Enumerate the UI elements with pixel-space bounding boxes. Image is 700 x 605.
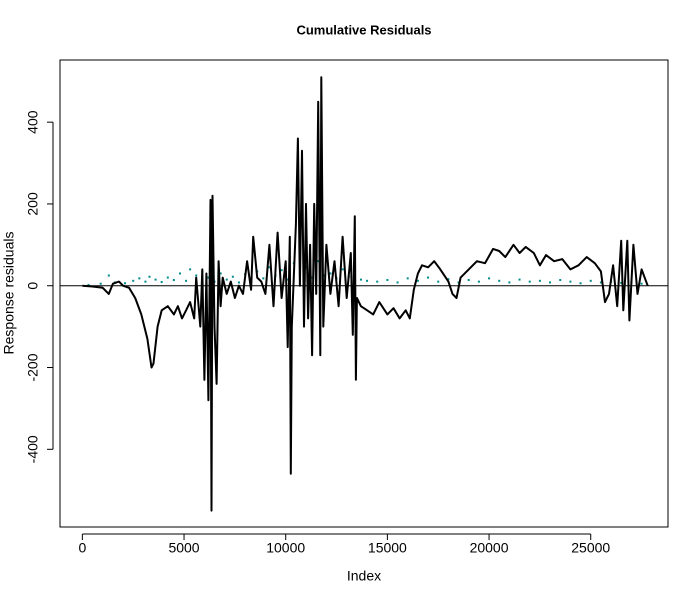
- residual-point: [508, 281, 511, 284]
- residual-point: [359, 278, 362, 281]
- residual-point: [376, 280, 379, 283]
- plot-frame: [59, 59, 669, 528]
- residual-point: [447, 278, 450, 281]
- chart-title: Cumulative Residuals: [296, 22, 431, 37]
- residual-point: [549, 281, 552, 284]
- residual-point: [559, 279, 562, 282]
- residual-point: [172, 279, 175, 282]
- x-tick-label: 5000: [168, 540, 199, 556]
- y-tick-label: 200: [25, 192, 41, 216]
- residual-point: [99, 282, 102, 285]
- residual-point: [132, 279, 135, 282]
- residual-point: [231, 275, 234, 278]
- residual-point: [341, 268, 344, 271]
- residual-point: [317, 260, 320, 263]
- residual-point: [477, 280, 480, 283]
- y-tick-label: -400: [25, 435, 41, 463]
- residual-point: [589, 279, 592, 282]
- residual-point: [286, 278, 289, 281]
- residual-point: [416, 279, 419, 282]
- residual-point: [195, 274, 198, 277]
- residual-point: [366, 279, 369, 282]
- residual-point: [138, 277, 141, 280]
- residual-point: [219, 272, 222, 275]
- residual-point: [178, 272, 181, 275]
- residual-point: [457, 281, 460, 284]
- x-tick-label: 25000: [571, 540, 610, 556]
- residual-point: [528, 280, 531, 283]
- residual-point: [518, 278, 521, 281]
- residual-point: [207, 276, 210, 279]
- residual-point: [488, 277, 491, 280]
- residual-point: [538, 279, 541, 282]
- residual-point: [305, 266, 308, 269]
- residual-point: [396, 281, 399, 284]
- residual-point: [329, 272, 332, 275]
- residual-point: [148, 275, 151, 278]
- residual-point: [87, 283, 90, 286]
- residual-point: [569, 280, 572, 283]
- residual-point: [124, 282, 127, 285]
- y-tick-label: 400: [25, 110, 41, 134]
- x-tick-label: 10000: [266, 540, 305, 556]
- x-tick-label: 0: [78, 540, 86, 556]
- residual-point: [225, 278, 228, 281]
- x-axis-label: Index: [347, 568, 381, 584]
- residual-point: [386, 279, 389, 282]
- residual-point: [467, 279, 470, 282]
- residual-point: [166, 276, 169, 279]
- residual-point: [579, 282, 582, 285]
- residual-point: [237, 281, 240, 284]
- residual-point: [268, 266, 271, 269]
- residual-point: [144, 280, 147, 283]
- residual-point: [437, 280, 440, 283]
- residual-point: [311, 276, 314, 279]
- residual-point: [280, 269, 283, 272]
- residual-point: [185, 279, 188, 282]
- cumulative-line: [82, 76, 649, 512]
- y-axis-label: Response residuals: [1, 232, 17, 355]
- x-tick-label: 15000: [368, 540, 407, 556]
- residual-point: [154, 278, 157, 281]
- residual-point: [599, 281, 602, 284]
- residual-point: [498, 279, 501, 282]
- residual-point: [640, 282, 643, 285]
- y-tick-label: 0: [25, 282, 41, 290]
- residual-point: [160, 281, 163, 284]
- residual-point: [406, 277, 409, 280]
- residual-point: [262, 277, 265, 280]
- residual-point: [107, 274, 110, 277]
- residual-point: [189, 268, 192, 271]
- residual-point: [427, 276, 430, 279]
- x-tick-label: 20000: [470, 540, 509, 556]
- residual-point: [620, 281, 623, 284]
- y-tick-label: -200: [25, 353, 41, 381]
